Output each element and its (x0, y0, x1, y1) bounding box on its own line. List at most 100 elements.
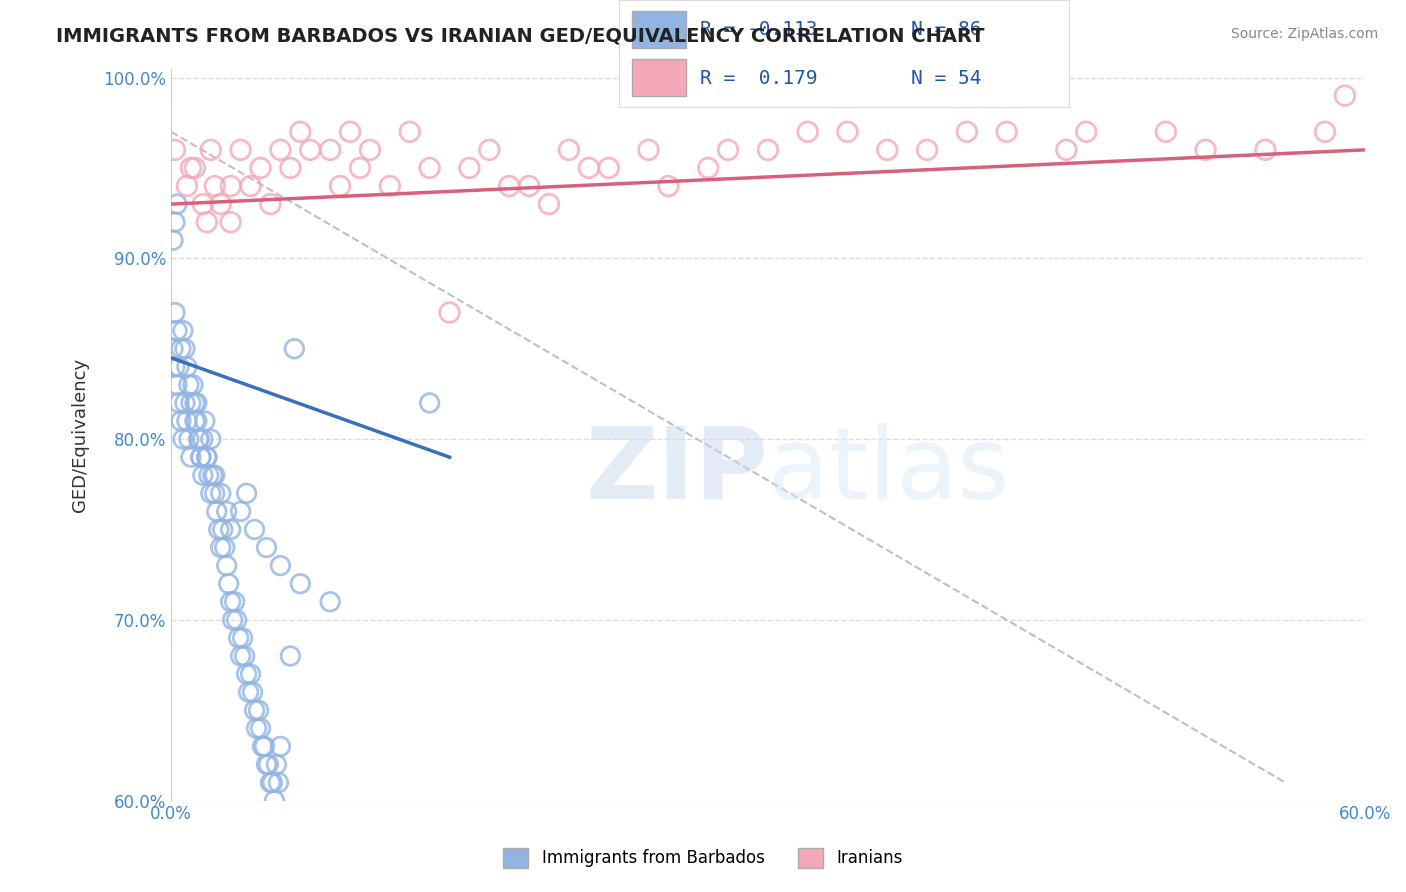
Point (1154, 125, 1177, 139)
Point (176, 414, 198, 428)
Point (242, 685, 264, 699)
Point (194, 414, 217, 428)
Point (796, 125, 818, 139)
Point (211, 523, 233, 537)
Point (204, 468, 226, 483)
Point (259, 197, 281, 211)
Point (186, 414, 208, 428)
Point (225, 613, 247, 627)
Point (191, 468, 214, 483)
Point (219, 179, 242, 194)
Point (163, 359, 186, 374)
Point (184, 161, 207, 175)
Point (233, 648, 256, 663)
FancyBboxPatch shape (633, 59, 686, 96)
Text: ZIP: ZIP (585, 423, 768, 520)
Point (184, 414, 207, 428)
Point (190, 450, 212, 465)
Point (915, 143, 938, 157)
Point (219, 595, 242, 609)
Point (176, 179, 198, 194)
Point (180, 450, 202, 465)
Point (177, 377, 200, 392)
Point (243, 703, 266, 717)
Point (290, 576, 312, 591)
Point (269, 558, 291, 573)
Point (218, 576, 240, 591)
Point (167, 359, 190, 374)
Point (253, 739, 276, 754)
Point (181, 377, 204, 392)
FancyBboxPatch shape (633, 11, 686, 48)
Point (163, 215, 186, 229)
Point (215, 558, 238, 573)
Point (697, 161, 720, 175)
Point (239, 179, 262, 194)
Point (174, 396, 197, 410)
Point (195, 215, 218, 229)
Point (329, 179, 352, 194)
Point (191, 197, 214, 211)
Point (252, 739, 274, 754)
Point (517, 179, 540, 194)
Point (195, 450, 218, 465)
Point (229, 143, 252, 157)
Point (266, 757, 288, 772)
Point (283, 342, 305, 356)
Point (280, 161, 302, 175)
Point (876, 143, 898, 157)
Point (229, 648, 252, 663)
Point (174, 342, 197, 356)
Point (198, 468, 221, 483)
Point (439, 305, 461, 319)
Point (187, 432, 209, 446)
Point (170, 414, 193, 428)
Point (235, 667, 257, 681)
Point (235, 486, 257, 500)
Point (186, 396, 208, 410)
Point (204, 486, 226, 500)
Point (205, 504, 228, 518)
Text: N = 54: N = 54 (911, 69, 981, 87)
Point (756, 143, 779, 157)
Point (184, 396, 207, 410)
Point (172, 432, 194, 446)
Point (163, 305, 186, 319)
Point (657, 179, 679, 194)
Point (215, 504, 238, 518)
Text: N = 86: N = 86 (911, 21, 981, 39)
Point (398, 125, 420, 139)
Point (228, 631, 250, 645)
Text: R = -0.113: R = -0.113 (700, 21, 817, 39)
Point (200, 143, 222, 157)
Point (190, 450, 212, 465)
Point (204, 179, 226, 194)
Point (498, 179, 520, 194)
Point (243, 523, 266, 537)
Point (837, 125, 859, 139)
Point (578, 161, 600, 175)
Point (187, 432, 209, 446)
Point (995, 125, 1018, 139)
Point (256, 757, 278, 772)
Point (239, 667, 262, 681)
Point (214, 541, 236, 555)
Point (176, 359, 198, 374)
Text: Source: ZipAtlas.com: Source: ZipAtlas.com (1230, 27, 1378, 41)
Point (419, 396, 441, 410)
Point (219, 215, 242, 229)
Point (262, 775, 284, 789)
Point (172, 324, 194, 338)
Text: IMMIGRANTS FROM BARBADOS VS IRANIAN GED/EQUIVALENCY CORRELATION CHART: IMMIGRANTS FROM BARBADOS VS IRANIAN GED/… (56, 27, 984, 45)
Point (1054, 143, 1077, 157)
Point (238, 685, 260, 699)
Point (280, 648, 302, 663)
Point (209, 197, 232, 211)
Point (1334, 88, 1357, 103)
Text: R =  0.179: R = 0.179 (700, 69, 817, 87)
Point (209, 541, 232, 555)
Point (349, 161, 371, 175)
Text: atlas: atlas (768, 423, 1010, 520)
Point (166, 197, 188, 211)
Point (177, 432, 200, 446)
